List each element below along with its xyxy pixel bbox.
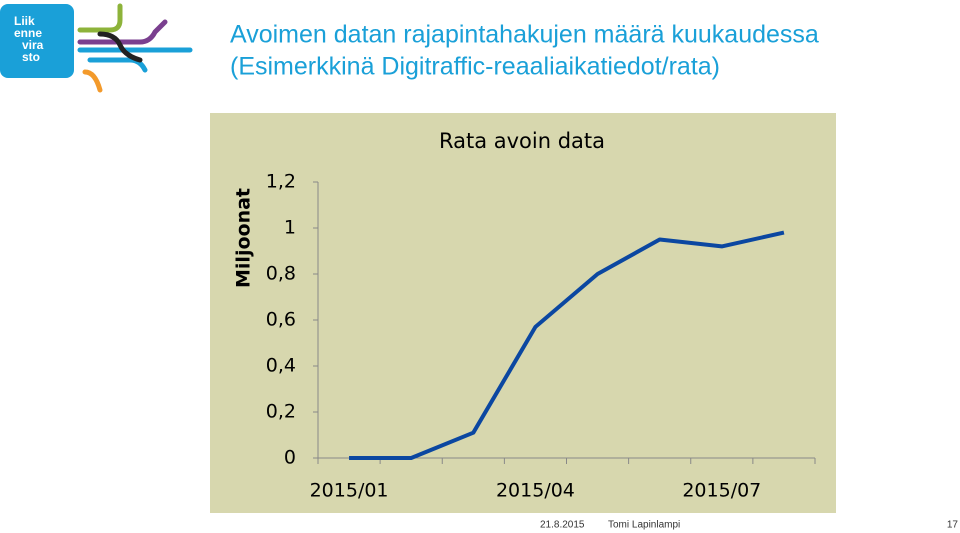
y-tick-label: 0,2: [266, 401, 296, 423]
logo-arrows: [77, 3, 193, 93]
y-tick-label: 1: [284, 217, 296, 239]
x-tick-label: 2015/07: [682, 480, 761, 502]
chart-area: [210, 113, 836, 513]
logo-text: Liik: [14, 14, 35, 28]
chart-title: Rata avoin data: [439, 129, 605, 153]
y-tick-label: 1,2: [266, 171, 296, 193]
x-tick-label: 2015/04: [496, 480, 575, 502]
data-line: [349, 230, 785, 460]
footer-page: 17: [947, 520, 959, 531]
slide-title: Avoimen datan rajapintahakujen määrä kuu…: [230, 21, 819, 49]
logo-text: vira: [22, 38, 44, 52]
y-tick-label: 0,8: [266, 263, 296, 285]
slide-title: (Esimerkkinä Digitraffic-reaaliaikatiedo…: [230, 53, 720, 81]
x-tick-label: 2015/01: [310, 480, 389, 502]
y-tick-label: 0,6: [266, 309, 296, 331]
y-axis-label: Miljoonat: [233, 188, 255, 288]
footer-author: Tomi Lapinlampi: [608, 520, 680, 531]
footer-date: 21.8.2015: [540, 520, 585, 531]
y-tick-label: 0,4: [266, 355, 296, 377]
logo-text: sto: [22, 50, 40, 64]
logo-text: enne: [14, 26, 42, 40]
logo-box: [0, 4, 74, 78]
y-tick-label: 0: [284, 447, 296, 469]
